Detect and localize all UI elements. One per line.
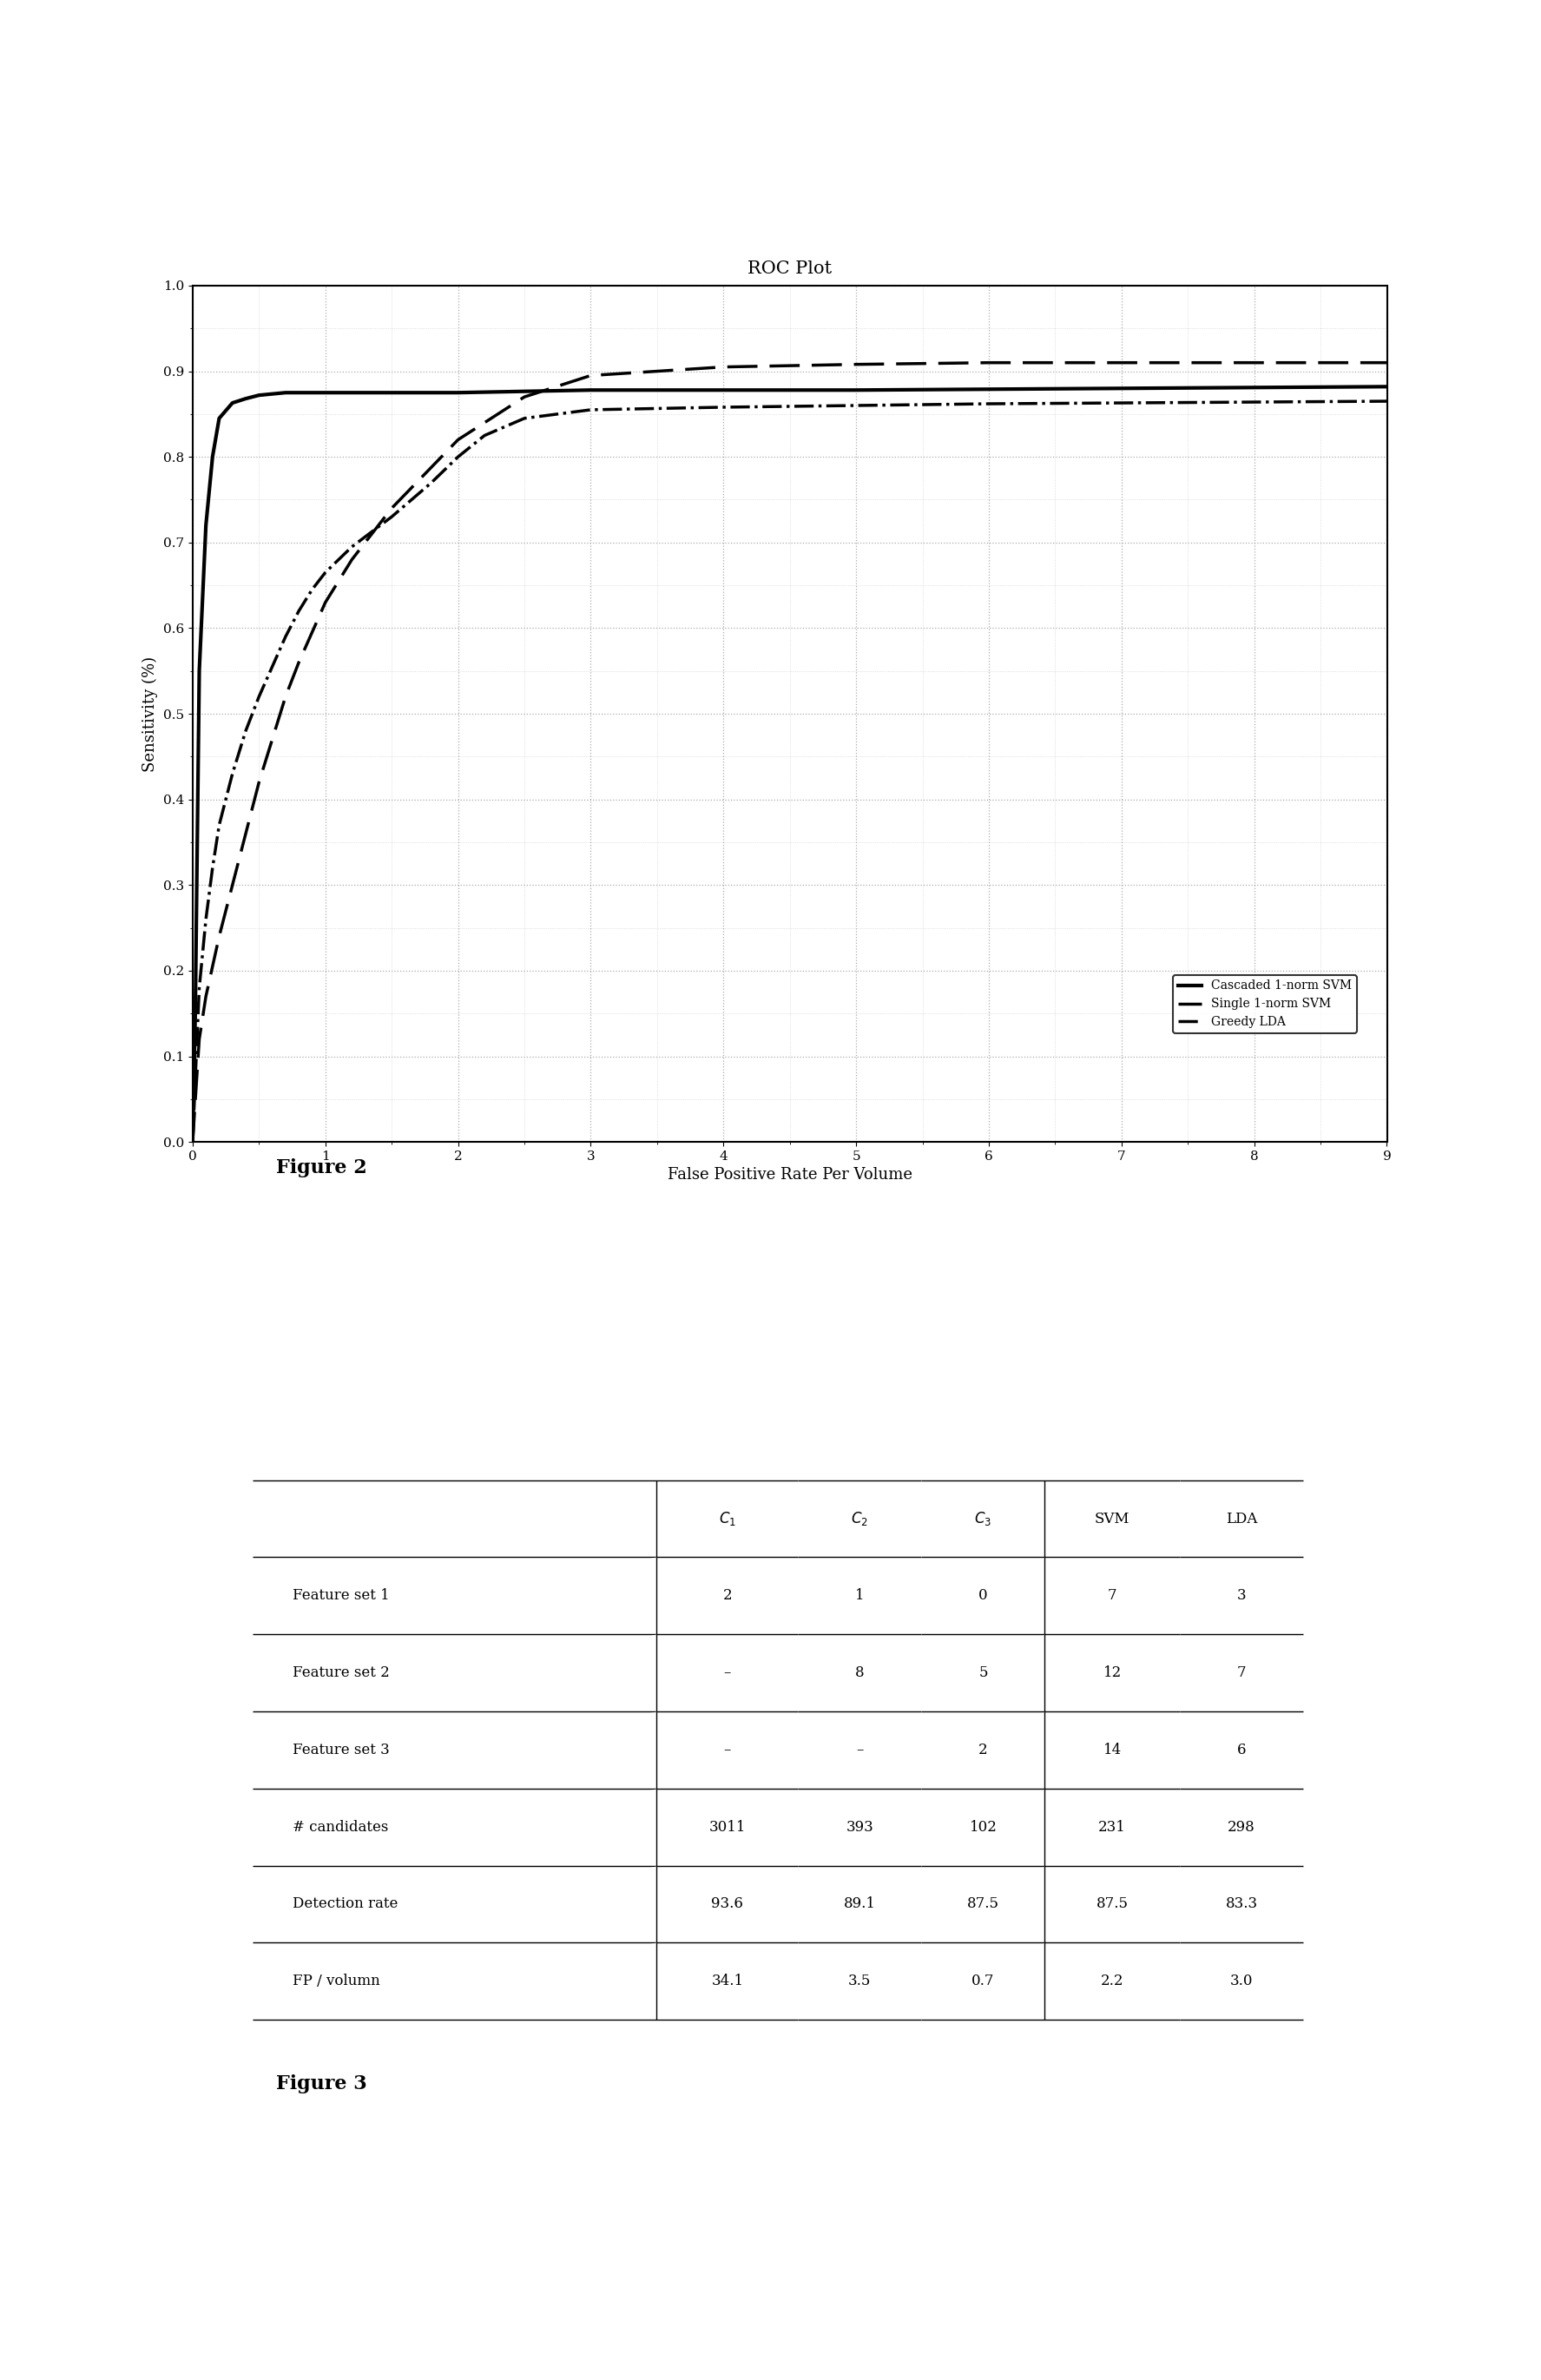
Greedy LDA: [210, 812, 228, 840]
Greedy LDA: [190, 973, 208, 1002]
Single 1-norm SVM: [980, 347, 999, 376]
Single 1-norm SVM: [448, 426, 467, 455]
Cascaded 1-norm SVM: [190, 657, 208, 685]
Line: Single 1-norm SVM: Single 1-norm SVM: [193, 362, 1387, 1142]
Single 1-norm SVM: [1113, 347, 1131, 376]
Greedy LDA: [264, 652, 282, 681]
Single 1-norm SVM: [316, 588, 334, 616]
Cascaded 1-norm SVM: [276, 378, 294, 407]
Cascaded 1-norm SVM: [848, 376, 866, 405]
Greedy LDA: [342, 533, 361, 562]
Greedy LDA: [236, 716, 254, 745]
Greedy LDA: [448, 443, 467, 471]
Greedy LDA: [713, 393, 732, 421]
Cascaded 1-norm SVM: [382, 378, 401, 407]
Legend: Cascaded 1-norm SVM, Single 1-norm SVM, Greedy LDA: Cascaded 1-norm SVM, Single 1-norm SVM, …: [1173, 976, 1358, 1033]
Cascaded 1-norm SVM: [210, 405, 228, 433]
Cascaded 1-norm SVM: [186, 1000, 205, 1028]
Greedy LDA: [1245, 388, 1264, 416]
Single 1-norm SVM: [183, 1128, 202, 1157]
Cascaded 1-norm SVM: [1113, 374, 1131, 402]
Greedy LDA: [382, 502, 401, 531]
Single 1-norm SVM: [210, 921, 228, 950]
Single 1-norm SVM: [276, 683, 294, 712]
Single 1-norm SVM: [848, 350, 866, 378]
Cascaded 1-norm SVM: [203, 443, 222, 471]
Greedy LDA: [581, 395, 599, 424]
Greedy LDA: [1113, 388, 1131, 416]
Title: ROC Plot: ROC Plot: [747, 259, 832, 276]
Single 1-norm SVM: [197, 983, 216, 1012]
Cascaded 1-norm SVM: [197, 512, 216, 540]
Line: Greedy LDA: Greedy LDA: [193, 402, 1387, 1142]
Greedy LDA: [203, 854, 222, 883]
Greedy LDA: [515, 405, 533, 433]
Greedy LDA: [1378, 388, 1396, 416]
Greedy LDA: [250, 683, 268, 712]
Cascaded 1-norm SVM: [1378, 371, 1396, 400]
Greedy LDA: [316, 559, 334, 588]
Single 1-norm SVM: [1378, 347, 1396, 376]
Text: Figure 3: Figure 3: [276, 2075, 367, 2094]
Cascaded 1-norm SVM: [183, 1128, 202, 1157]
Cascaded 1-norm SVM: [316, 378, 334, 407]
Single 1-norm SVM: [515, 383, 533, 412]
Greedy LDA: [183, 1128, 202, 1157]
Single 1-norm SVM: [713, 352, 732, 381]
Greedy LDA: [848, 390, 866, 419]
Greedy LDA: [276, 624, 294, 652]
Cascaded 1-norm SVM: [223, 388, 242, 416]
Single 1-norm SVM: [236, 819, 254, 847]
Single 1-norm SVM: [581, 362, 599, 390]
Greedy LDA: [980, 390, 999, 419]
Greedy LDA: [290, 597, 308, 626]
Single 1-norm SVM: [264, 726, 282, 754]
Greedy LDA: [223, 759, 242, 788]
Single 1-norm SVM: [290, 647, 308, 676]
Y-axis label: Sensitivity (%): Sensitivity (%): [142, 657, 159, 771]
Cascaded 1-norm SVM: [236, 383, 254, 412]
Cascaded 1-norm SVM: [250, 381, 268, 409]
Single 1-norm SVM: [190, 1026, 208, 1054]
Single 1-norm SVM: [1245, 347, 1264, 376]
Cascaded 1-norm SVM: [1245, 374, 1264, 402]
Single 1-norm SVM: [342, 545, 361, 574]
Greedy LDA: [302, 576, 322, 605]
Greedy LDA: [422, 469, 441, 497]
Greedy LDA: [475, 421, 493, 450]
Single 1-norm SVM: [223, 871, 242, 900]
Cascaded 1-norm SVM: [581, 376, 599, 405]
Cascaded 1-norm SVM: [448, 378, 467, 407]
Cascaded 1-norm SVM: [713, 376, 732, 405]
Text: Figure 2: Figure 2: [276, 1159, 367, 1178]
Greedy LDA: [197, 904, 216, 933]
Cascaded 1-norm SVM: [980, 376, 999, 405]
X-axis label: False Positive Rate Per Volume: False Positive Rate Per Volume: [667, 1166, 912, 1183]
Line: Cascaded 1-norm SVM: Cascaded 1-norm SVM: [193, 386, 1387, 1142]
Single 1-norm SVM: [382, 495, 401, 524]
Single 1-norm SVM: [250, 769, 268, 797]
